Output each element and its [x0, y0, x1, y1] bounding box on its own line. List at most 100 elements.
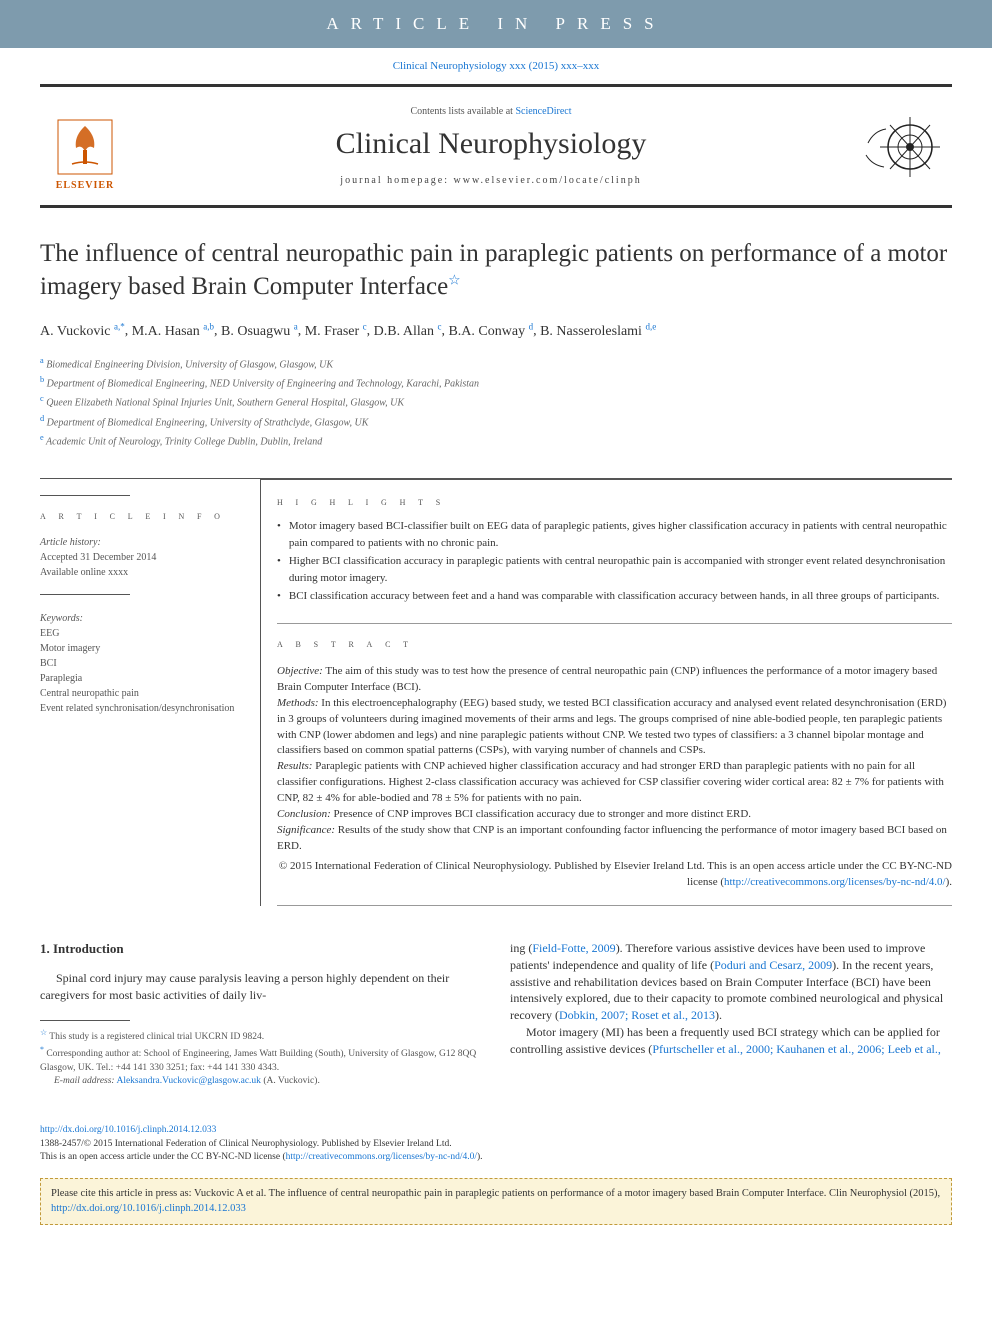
- journal-title: Clinical Neurophysiology: [130, 127, 852, 161]
- keyword: Motor imagery: [40, 641, 240, 656]
- highlights: •Motor imagery based BCI-classifier buil…: [277, 518, 952, 624]
- journal-logo: [852, 101, 952, 191]
- rule: [40, 495, 130, 496]
- author: D.B. Allan c: [374, 324, 442, 339]
- contents-prefix: Contents lists available at: [410, 106, 515, 117]
- available-date: Available online xxxx: [40, 565, 240, 580]
- abstract: Objective: The aim of this study was to …: [277, 664, 952, 906]
- objective-text: The aim of this study was to test how th…: [277, 665, 937, 693]
- highlights-heading: h i g h l i g h t s: [277, 496, 952, 508]
- license-line-b: ).: [477, 1152, 483, 1162]
- citation-link[interactable]: Pfurtscheller et al., 2000; Kauhanen et …: [652, 1042, 941, 1056]
- significance-label: Significance:: [277, 824, 335, 836]
- intro-p2: ing (Field-Fotte, 2009). Therefore vario…: [510, 940, 952, 1024]
- author: M. Fraser c: [305, 324, 367, 339]
- affiliation: b Department of Biomedical Engineering, …: [40, 373, 952, 392]
- license-line-a: This is an open access article under the…: [40, 1152, 286, 1162]
- affiliation: d Department of Biomedical Engineering, …: [40, 412, 952, 431]
- conclusion-text: Presence of CNP improves BCI classificat…: [331, 808, 751, 820]
- sciencedirect-link[interactable]: ScienceDirect: [515, 106, 571, 117]
- press-banner-text: ARTICLE IN PRESS: [326, 14, 665, 33]
- header-center: Contents lists available at ScienceDirec…: [130, 106, 852, 186]
- email-link[interactable]: Aleksandra.Vuckovic@glasgow.ac.uk: [115, 1076, 261, 1086]
- publisher-footer: http://dx.doi.org/10.1016/j.clinph.2014.…: [40, 1124, 952, 1164]
- article-info: a r t i c l e i n f o Article history: A…: [40, 479, 260, 906]
- significance-text: Results of the study show that CNP is an…: [277, 824, 947, 852]
- keyword: BCI: [40, 656, 240, 671]
- article-body: The influence of central neuropathic pai…: [0, 208, 992, 1112]
- highlight-item: •Motor imagery based BCI-classifier buil…: [277, 518, 952, 551]
- article-title-text: The influence of central neuropathic pai…: [40, 240, 947, 300]
- introduction: 1. Introduction Spinal cord injury may c…: [40, 940, 952, 1088]
- intro-p1: Spinal cord injury may cause paralysis l…: [40, 970, 482, 1004]
- citation-link[interactable]: Dobkin, 2007; Roset et al., 2013: [559, 1008, 715, 1022]
- issn-line: 1388-2457/© 2015 International Federatio…: [40, 1138, 952, 1151]
- copyright-close: ).: [946, 876, 952, 888]
- author: B. Osuagwu a: [221, 324, 298, 339]
- affiliation: e Academic Unit of Neurology, Trinity Co…: [40, 431, 952, 450]
- t: ).: [715, 1008, 722, 1022]
- cite-doi-link[interactable]: http://dx.doi.org/10.1016/j.clinph.2014.…: [51, 1203, 246, 1214]
- history-label: Article history:: [40, 537, 101, 548]
- keywords-label: Keywords:: [40, 611, 240, 626]
- rule: [40, 594, 130, 595]
- footnote-star-text: This study is a registered clinical tria…: [47, 1032, 264, 1042]
- license-link[interactable]: http://creativecommons.org/licenses/by-n…: [286, 1152, 477, 1162]
- author: B. Nasseroleslami d,e: [540, 324, 656, 339]
- license-link[interactable]: http://creativecommons.org/licenses/by-n…: [724, 876, 946, 888]
- authors: A. Vuckovic a,*, M.A. Hasan a,b, B. Osua…: [40, 321, 952, 340]
- email-tail: (A. Vuckovic).: [261, 1076, 320, 1086]
- email-label: E-mail address:: [54, 1076, 115, 1086]
- keyword: Central neuropathic pain: [40, 686, 240, 701]
- journal-homepage: journal homepage: www.elsevier.com/locat…: [130, 175, 852, 186]
- elsevier-logo: ELSEVIER: [40, 101, 130, 191]
- highlight-item: •BCI classification accuracy between fee…: [277, 588, 952, 605]
- affiliation: c Queen Elizabeth National Spinal Injuri…: [40, 392, 952, 411]
- highlight-item: •Higher BCI classification accuracy in p…: [277, 553, 952, 586]
- press-banner: ARTICLE IN PRESS: [0, 0, 992, 48]
- author: A. Vuckovic a,*: [40, 324, 125, 339]
- contents-line: Contents lists available at ScienceDirec…: [130, 106, 852, 117]
- results-text: Paraplegic patients with CNP achieved hi…: [277, 760, 944, 804]
- objective-label: Objective:: [277, 665, 323, 677]
- doi-link[interactable]: http://dx.doi.org/10.1016/j.clinph.2014.…: [40, 1125, 216, 1135]
- elsevier-tree-icon: [54, 116, 116, 178]
- journal-logo-icon: [860, 107, 945, 185]
- methods-text: In this electroencephalography (EEG) bas…: [277, 697, 946, 757]
- cite-box: Please cite this article in press as: Vu…: [40, 1178, 952, 1225]
- keyword: Event related synchronisation/desynchron…: [40, 701, 240, 716]
- intro-col-right: ing (Field-Fotte, 2009). Therefore vario…: [510, 940, 952, 1088]
- journal-reference-link[interactable]: Clinical Neurophysiology xxx (2015) xxx–…: [393, 60, 600, 72]
- keyword: Paraplegia: [40, 671, 240, 686]
- results-label: Results:: [277, 760, 312, 772]
- citation-link[interactable]: Field-Fotte, 2009: [532, 941, 615, 955]
- elsevier-label: ELSEVIER: [56, 180, 115, 191]
- affiliation: a Biomedical Engineering Division, Unive…: [40, 354, 952, 373]
- cite-text: Please cite this article in press as: Vu…: [51, 1188, 940, 1199]
- footnotes: ☆ This study is a registered clinical tr…: [40, 1020, 482, 1089]
- abstract-heading: a b s t r a c t: [277, 638, 952, 650]
- article-info-heading: a r t i c l e i n f o: [40, 508, 240, 525]
- accepted-date: Accepted 31 December 2014: [40, 550, 240, 565]
- methods-label: Methods:: [277, 697, 319, 709]
- intro-p3: Motor imagery (MI) has been a frequently…: [510, 1024, 952, 1058]
- t: ing (: [510, 941, 532, 955]
- intro-col-left: 1. Introduction Spinal cord injury may c…: [40, 940, 482, 1088]
- keyword: EEG: [40, 626, 240, 641]
- title-footnote-star: ☆: [448, 273, 461, 288]
- intro-heading: 1. Introduction: [40, 940, 482, 958]
- citation-link[interactable]: Poduri and Cesarz, 2009: [714, 958, 832, 972]
- journal-reference: Clinical Neurophysiology xxx (2015) xxx–…: [0, 48, 992, 84]
- article-title: The influence of central neuropathic pai…: [40, 238, 952, 303]
- keywords-list: EEGMotor imageryBCIParaplegiaCentral neu…: [40, 626, 240, 716]
- author: B.A. Conway d: [448, 324, 533, 339]
- right-column: h i g h l i g h t s •Motor imagery based…: [260, 479, 952, 906]
- conclusion-label: Conclusion:: [277, 808, 331, 820]
- author: M.A. Hasan a,b: [132, 324, 214, 339]
- journal-header: ELSEVIER Contents lists available at Sci…: [40, 84, 952, 208]
- abstract-copyright: © 2015 International Federation of Clini…: [277, 859, 952, 891]
- info-wrap: a r t i c l e i n f o Article history: A…: [40, 478, 952, 906]
- affiliations: a Biomedical Engineering Division, Unive…: [40, 354, 952, 451]
- rule: [40, 1020, 130, 1021]
- footnote-corr-text: Corresponding author at: School of Engin…: [40, 1049, 476, 1072]
